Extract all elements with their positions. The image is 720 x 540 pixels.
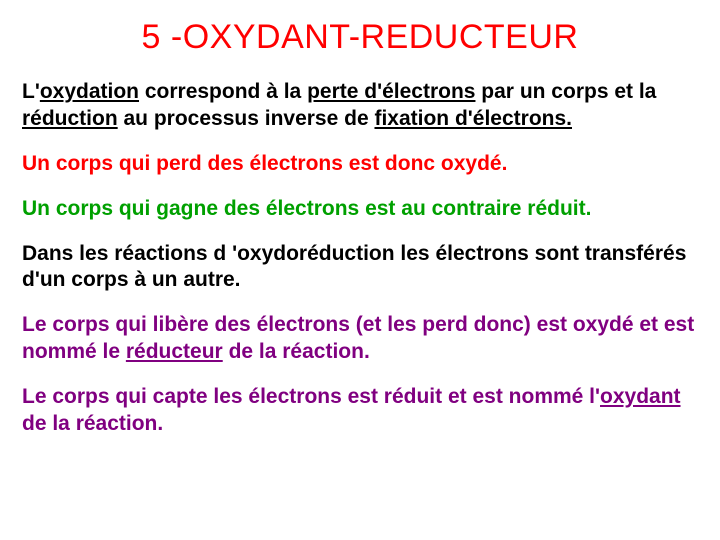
slide-container: 5 -OXYDANT-REDUCTEUR L'oxydation corresp… (0, 0, 720, 540)
text-fragment: de la réaction. (22, 412, 163, 435)
underline-reduction: réduction (22, 107, 118, 130)
paragraph-definition: L'oxydation correspond à la perte d'élec… (22, 79, 698, 133)
underline-perte-electrons: perte d'électrons (307, 80, 475, 103)
paragraph-reduit: Un corps qui gagne des électrons est au … (22, 196, 698, 223)
slide-title: 5 -OXYDANT-REDUCTEUR (22, 18, 698, 57)
text-fragment: L' (22, 80, 40, 103)
text-fragment: correspond à la (139, 80, 307, 103)
text-fragment: par un corps et la (475, 80, 656, 103)
text-fragment: au processus inverse de (118, 107, 375, 130)
paragraph-transfer: Dans les réactions d 'oxydoréduction les… (22, 241, 698, 295)
paragraph-oxyde: Un corps qui perd des électrons est donc… (22, 151, 698, 178)
underline-oxydant: oxydant (600, 385, 681, 408)
underline-reducteur: réducteur (126, 340, 223, 363)
underline-fixation-electrons: fixation d'électrons. (374, 107, 572, 130)
text-fragment: de la réaction. (223, 340, 370, 363)
underline-oxydation: oxydation (40, 80, 139, 103)
text-fragment: Le corps qui capte les électrons est réd… (22, 385, 600, 408)
paragraph-reducteur: Le corps qui libère des électrons (et le… (22, 312, 698, 366)
paragraph-oxydant: Le corps qui capte les électrons est réd… (22, 384, 698, 438)
